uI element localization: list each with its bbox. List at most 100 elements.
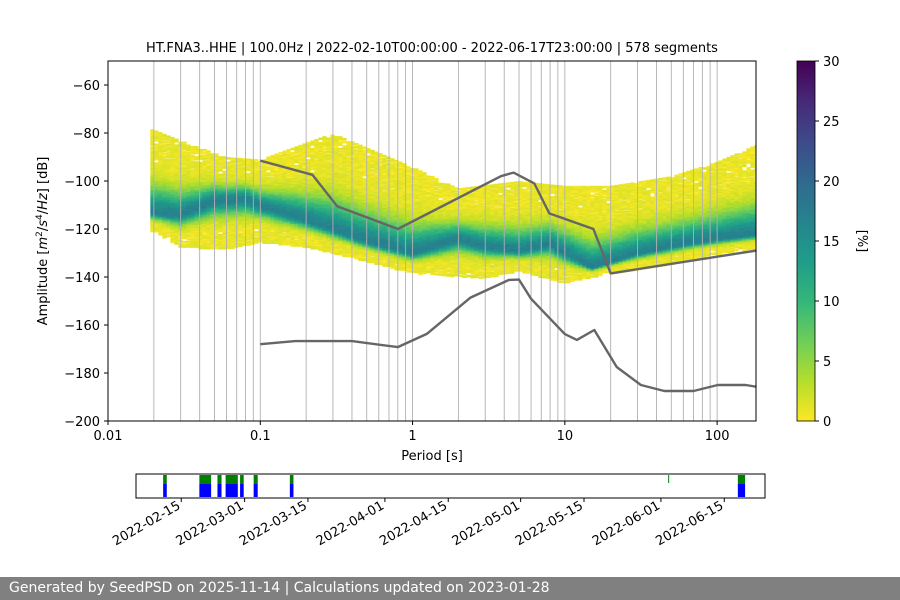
- density-cell: [370, 231, 375, 235]
- density-cell: [338, 229, 343, 233]
- density-cell: [238, 196, 243, 200]
- density-cell: [402, 255, 407, 258]
- density-cell: [422, 252, 427, 256]
- density-cell: [242, 174, 247, 177]
- density-cell: [270, 216, 275, 220]
- density-cell: [302, 159, 307, 162]
- density-cell: [342, 188, 347, 191]
- density-cell: [382, 154, 387, 158]
- density-cell: [378, 164, 383, 168]
- density-cell: [382, 249, 387, 253]
- density-cell: [426, 261, 431, 265]
- density-cell: [398, 213, 403, 216]
- density-cell: [362, 237, 367, 240]
- density-cell: [414, 227, 419, 231]
- density-cell: [238, 181, 243, 184]
- density-cell: [298, 192, 303, 195]
- density-cell: [414, 172, 419, 176]
- density-cell: [418, 189, 423, 192]
- density-cell: [238, 192, 243, 196]
- density-cell: [246, 200, 251, 203]
- density-cell: [386, 196, 391, 200]
- density-cell: [402, 183, 407, 186]
- density-cell: [274, 182, 279, 185]
- density-cell: [414, 188, 419, 192]
- density-cell: [370, 246, 375, 249]
- density-cell: [226, 174, 231, 177]
- density-cell: [286, 218, 291, 221]
- density-cell: [166, 191, 171, 195]
- density-cell: [326, 225, 331, 228]
- density-cell: [442, 211, 447, 215]
- density-cell: [250, 215, 255, 218]
- density-cell: [346, 231, 351, 235]
- density-cell: [310, 206, 315, 210]
- density-cell: [298, 180, 303, 184]
- density-cell: [354, 202, 359, 205]
- density-cell: [150, 216, 155, 220]
- density-cell: [206, 220, 211, 224]
- density-cell: [274, 201, 279, 204]
- density-cell: [318, 203, 323, 207]
- density-cell: [174, 138, 179, 142]
- density-cell: [426, 198, 431, 202]
- density-cell: [218, 195, 223, 198]
- density-cell: [150, 212, 155, 216]
- density-cell: [362, 247, 367, 250]
- density-cell: [438, 266, 443, 269]
- density-cell: [266, 225, 271, 229]
- density-cell: [366, 220, 371, 223]
- density-cell: [230, 245, 235, 248]
- density-cell: [434, 241, 439, 244]
- density-cell: [230, 199, 235, 202]
- density-cell: [338, 208, 343, 211]
- density-cell: [214, 210, 219, 214]
- density-cell: [318, 206, 323, 210]
- density-cell: [346, 141, 351, 144]
- density-cell: [414, 246, 419, 249]
- density-cell: [230, 193, 235, 196]
- density-cell: [154, 143, 159, 147]
- density-cell: [290, 225, 295, 229]
- density-cell: [218, 189, 223, 192]
- density-cell: [434, 209, 439, 213]
- density-cell: [158, 198, 163, 201]
- density-cell: [390, 250, 395, 253]
- density-cell: [442, 184, 447, 188]
- density-cell: [350, 181, 355, 185]
- density-cell: [206, 196, 211, 200]
- density-cell: [358, 160, 363, 164]
- density-cell: [310, 231, 315, 234]
- density-cell: [434, 218, 439, 221]
- density-cell: [230, 230, 235, 234]
- density-cell: [338, 252, 343, 256]
- density-cell: [270, 165, 275, 168]
- density-cell: [430, 216, 435, 219]
- density-cell: [378, 258, 383, 261]
- density-cell: [394, 194, 399, 197]
- density-cell: [326, 162, 331, 165]
- density-cell: [154, 136, 159, 139]
- density-cell: [170, 216, 175, 219]
- density-cell: [314, 231, 319, 234]
- density-cell: [434, 267, 439, 270]
- density-cell: [290, 193, 295, 197]
- density-cell: [374, 170, 379, 173]
- density-cell: [158, 182, 163, 186]
- density-cell: [210, 213, 215, 217]
- density-cell: [306, 188, 311, 191]
- density-cell: [222, 187, 227, 191]
- density-cell: [242, 194, 247, 197]
- density-cell: [198, 180, 203, 184]
- density-cell: [210, 159, 215, 162]
- density-cell: [246, 183, 251, 186]
- density-cell: [226, 240, 231, 244]
- density-cell: [198, 182, 203, 185]
- density-cell: [326, 211, 331, 214]
- density-cell: [318, 228, 323, 231]
- density-cell: [362, 250, 367, 253]
- density-cell: [158, 140, 163, 144]
- density-cell: [342, 168, 347, 171]
- density-cell: [350, 226, 355, 229]
- density-cell: [154, 183, 159, 187]
